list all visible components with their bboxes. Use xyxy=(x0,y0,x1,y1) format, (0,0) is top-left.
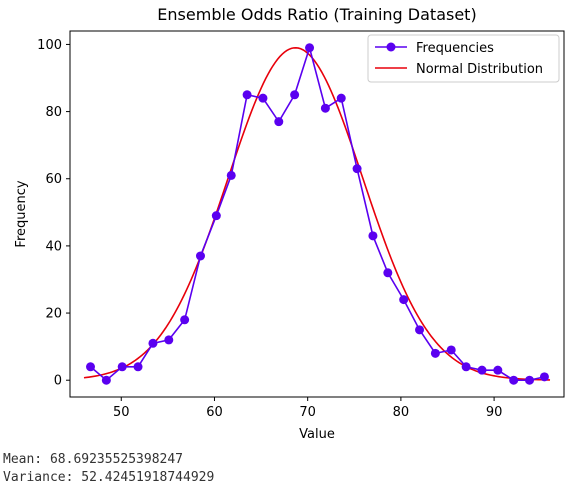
frequency-point xyxy=(368,231,378,241)
frequency-point xyxy=(352,164,362,174)
frequency-point xyxy=(290,90,300,100)
frequency-point xyxy=(226,170,236,180)
y-tick-label: 20 xyxy=(45,307,62,322)
frequency-point xyxy=(258,93,268,103)
frequency-point xyxy=(180,315,190,325)
normal-distribution-line xyxy=(83,46,551,381)
frequency-point xyxy=(477,365,487,375)
frequency-point xyxy=(446,345,456,355)
chart-title: Ensemble Odds Ratio (Training Dataset) xyxy=(157,5,476,24)
frequency-point xyxy=(539,372,549,382)
frequency-point xyxy=(305,43,315,53)
frequency-point xyxy=(525,375,535,385)
frequency-point xyxy=(399,295,409,305)
frequencies-line xyxy=(89,44,545,382)
y-tick-label: 0 xyxy=(54,374,62,389)
x-tick-label: 70 xyxy=(299,405,316,420)
frequency-point xyxy=(509,375,519,385)
frequency-point xyxy=(493,365,503,375)
x-tick-label: 50 xyxy=(113,405,130,420)
x-axis-label: Value xyxy=(299,427,335,442)
variance-text: Variance: 52.42451918744929 xyxy=(3,470,215,485)
frequency-point xyxy=(195,251,205,261)
frequency-point xyxy=(117,362,127,372)
y-tick-label: 60 xyxy=(45,172,62,187)
frequency-point xyxy=(461,362,471,372)
frequency-point xyxy=(164,335,174,345)
plot-frame xyxy=(69,30,565,398)
frequency-point xyxy=(336,93,346,103)
frequency-point xyxy=(101,375,111,385)
legend: Frequencies Normal Distribution xyxy=(367,34,560,83)
frequency-point xyxy=(211,211,221,221)
frequency-point xyxy=(148,338,158,348)
y-axis-label: Frequency xyxy=(14,180,29,247)
frequency-point xyxy=(430,348,440,358)
frequency-point xyxy=(383,268,393,278)
legend-frequencies-label: Frequencies xyxy=(416,41,494,56)
y-tick-label: 40 xyxy=(45,239,62,254)
chart: Ensemble Odds Ratio (Training Dataset) 0… xyxy=(14,5,565,442)
legend-frequencies-marker xyxy=(386,42,396,52)
series-layer xyxy=(83,43,551,385)
x-tick-label: 80 xyxy=(393,405,410,420)
x-tick-label: 60 xyxy=(206,405,223,420)
y-tick-label: 100 xyxy=(37,38,62,53)
frequency-point xyxy=(86,362,96,372)
mean-text: Mean: 68.69235525398247 xyxy=(3,452,184,467)
frequency-point xyxy=(133,362,143,372)
x-tick-label: 90 xyxy=(486,405,503,420)
y-tick-label: 80 xyxy=(45,105,62,120)
frequency-point xyxy=(415,325,425,335)
x-axis: 50 60 70 80 90 xyxy=(113,397,502,420)
legend-normal-label: Normal Distribution xyxy=(416,62,543,77)
frequency-point xyxy=(274,117,284,127)
frequency-point xyxy=(242,90,252,100)
legend-box xyxy=(367,34,560,83)
frequency-point xyxy=(320,103,330,113)
y-axis: 0 20 40 60 80 100 xyxy=(37,38,70,389)
